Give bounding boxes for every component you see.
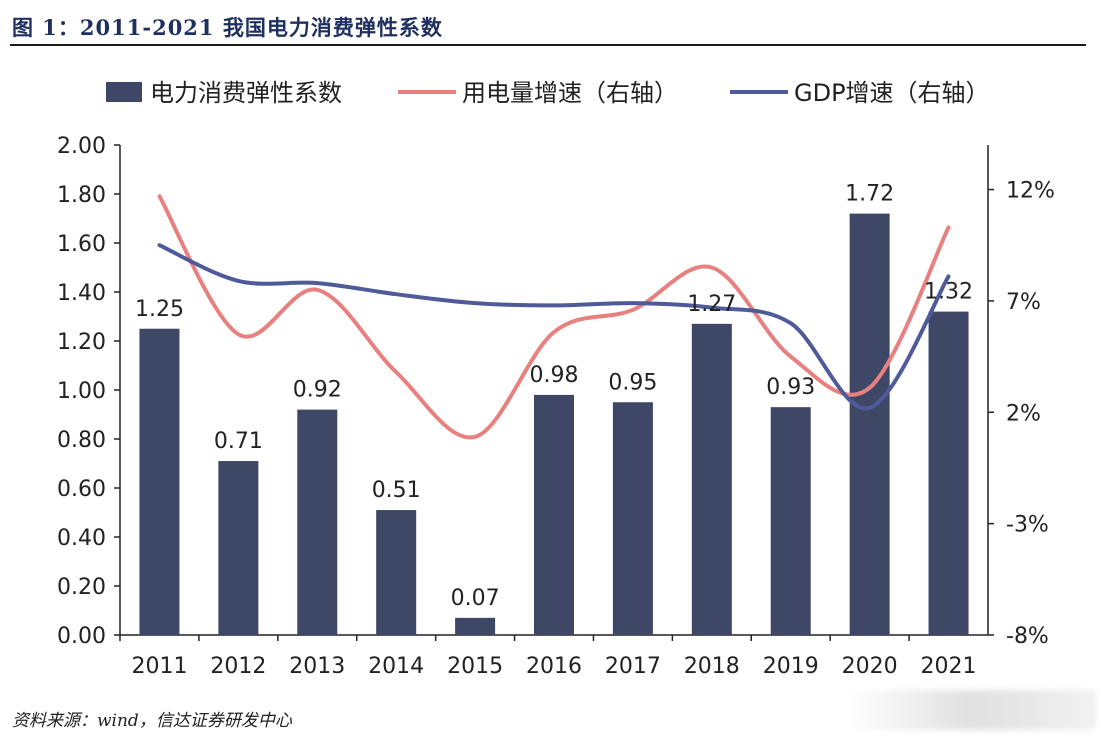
bar-2016	[534, 394, 574, 635]
left-tick-label: 2.00	[57, 134, 106, 159]
bar-value-label: 1.25	[135, 297, 184, 322]
x-tick-label: 2014	[368, 654, 424, 679]
bar-2011	[139, 328, 180, 635]
figure-title: 图 1：2011-2021 我国电力消费弹性系数	[12, 15, 443, 40]
legend-label-elasticity: 电力消费弹性系数	[150, 79, 342, 107]
bar-value-label: 0.93	[766, 375, 815, 400]
x-tick-label: 2016	[526, 654, 582, 679]
bar-value-label: 0.07	[451, 586, 500, 611]
x-tick-label: 2021	[921, 654, 977, 679]
legend-label-gdp-growth: GDP增速（右轴）	[794, 79, 990, 107]
bar-series	[139, 213, 969, 635]
left-tick-label: 0.80	[57, 428, 106, 453]
right-tick-label: 2%	[1006, 401, 1041, 426]
left-tick-label: 1.60	[57, 232, 106, 257]
bar-2020	[849, 213, 890, 635]
gdp-growth-line	[157, 243, 951, 411]
x-tick-label: 2020	[842, 654, 898, 679]
bar-2019	[770, 407, 811, 635]
bar-value-label: 0.98	[530, 363, 579, 388]
bar-2013	[297, 409, 338, 635]
bar-value-label: 0.51	[372, 478, 421, 503]
left-tick-label: 0.40	[57, 526, 106, 551]
x-tick-label: 2012	[210, 654, 266, 679]
right-tick-label: -3%	[1006, 513, 1049, 538]
legend-label-power-growth: 用电量增速（右轴）	[462, 79, 678, 107]
bar-2021	[928, 311, 969, 635]
left-tick-label: 1.00	[57, 379, 106, 404]
power-growth-line	[157, 194, 951, 440]
x-tick-label: 2015	[447, 654, 503, 679]
bar-2015	[455, 617, 496, 635]
source-note: 资料来源：wind，信达证券研发中心	[12, 711, 292, 731]
bar-data-labels: 1.25 0.71 0.92 0.51 0.07 0.98 0.95 1.27 0.93 1.72…	[135, 182, 973, 611]
right-tick-label: -8%	[1006, 624, 1049, 649]
x-tick-label: 2018	[684, 654, 740, 679]
right-tick-label: 12%	[1006, 179, 1055, 204]
left-tick-label: 1.80	[57, 183, 106, 208]
left-axis-ticks: 0.00 0.20 0.40 0.60 0.80 1.00 1.20 1.40 1.60 1.80…	[57, 134, 120, 649]
title-rule	[10, 44, 1086, 46]
bar-value-label: 0.92	[293, 378, 342, 403]
line-series	[157, 194, 951, 440]
bar-value-label: 0.95	[608, 370, 657, 395]
bar-2012	[218, 461, 259, 635]
left-tick-label: 0.20	[57, 575, 106, 600]
x-tick-label: 2013	[289, 654, 345, 679]
right-tick-label: 7%	[1006, 290, 1041, 315]
bar-value-label: 1.72	[845, 182, 894, 207]
bar-value-label: 1.27	[687, 292, 736, 317]
bar-2017	[612, 402, 653, 635]
x-tick-label: 2011	[131, 654, 187, 679]
legend: 电力消费弹性系数 用电量增速（右轴） GDP增速（右轴）	[106, 79, 990, 107]
bar-2014	[376, 510, 417, 635]
left-tick-label: 0.00	[57, 624, 106, 649]
x-tick-label: 2019	[763, 654, 819, 679]
left-tick-label: 1.40	[57, 281, 106, 306]
x-axis-labels: 2011 2012 2013 2014 2015 2016 2017 2018 2019 2020…	[119, 635, 977, 679]
bar-2018	[691, 323, 732, 635]
x-tick-label: 2017	[605, 654, 661, 679]
left-tick-label: 0.60	[57, 477, 106, 502]
bar-value-label: 0.71	[214, 429, 263, 454]
watermark	[846, 690, 1096, 730]
right-axis-ticks: -8% -3% 2% 7% 12%	[988, 179, 1055, 649]
left-tick-label: 1.20	[57, 330, 106, 355]
legend-bar-swatch	[106, 82, 142, 102]
bar-value-label: 1.32	[924, 280, 973, 305]
